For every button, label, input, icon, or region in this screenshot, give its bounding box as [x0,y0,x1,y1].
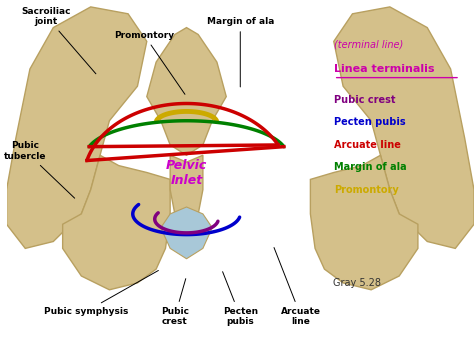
Text: Margin of ala: Margin of ala [334,162,406,172]
Polygon shape [334,7,474,248]
Polygon shape [310,155,418,290]
Polygon shape [170,155,203,228]
Text: Margin of ala: Margin of ala [207,17,274,87]
Text: Pubic crest: Pubic crest [334,95,395,105]
Text: Pubic symphysis: Pubic symphysis [44,270,158,316]
Text: Linea terminalis: Linea terminalis [334,64,434,74]
Text: Pubic
tubercle: Pubic tubercle [4,141,75,198]
Text: Arcuate line: Arcuate line [334,140,401,150]
Polygon shape [161,207,212,259]
Text: Arcuate
line: Arcuate line [274,247,321,326]
Text: (terminal line): (terminal line) [334,40,403,50]
Text: Promontory: Promontory [114,31,185,94]
Text: Pelvic
Inlet: Pelvic Inlet [166,158,207,187]
Polygon shape [63,155,170,290]
Polygon shape [7,7,147,248]
Text: Sacroiliac
joint: Sacroiliac joint [21,7,96,74]
Text: Gray 5.28: Gray 5.28 [333,278,381,288]
Text: Pecten pubis: Pecten pubis [334,118,405,127]
Text: Promontory: Promontory [334,185,399,195]
Polygon shape [147,28,226,155]
Text: Pubic
crest: Pubic crest [161,279,189,326]
Text: Pecten
pubis: Pecten pubis [223,272,258,326]
